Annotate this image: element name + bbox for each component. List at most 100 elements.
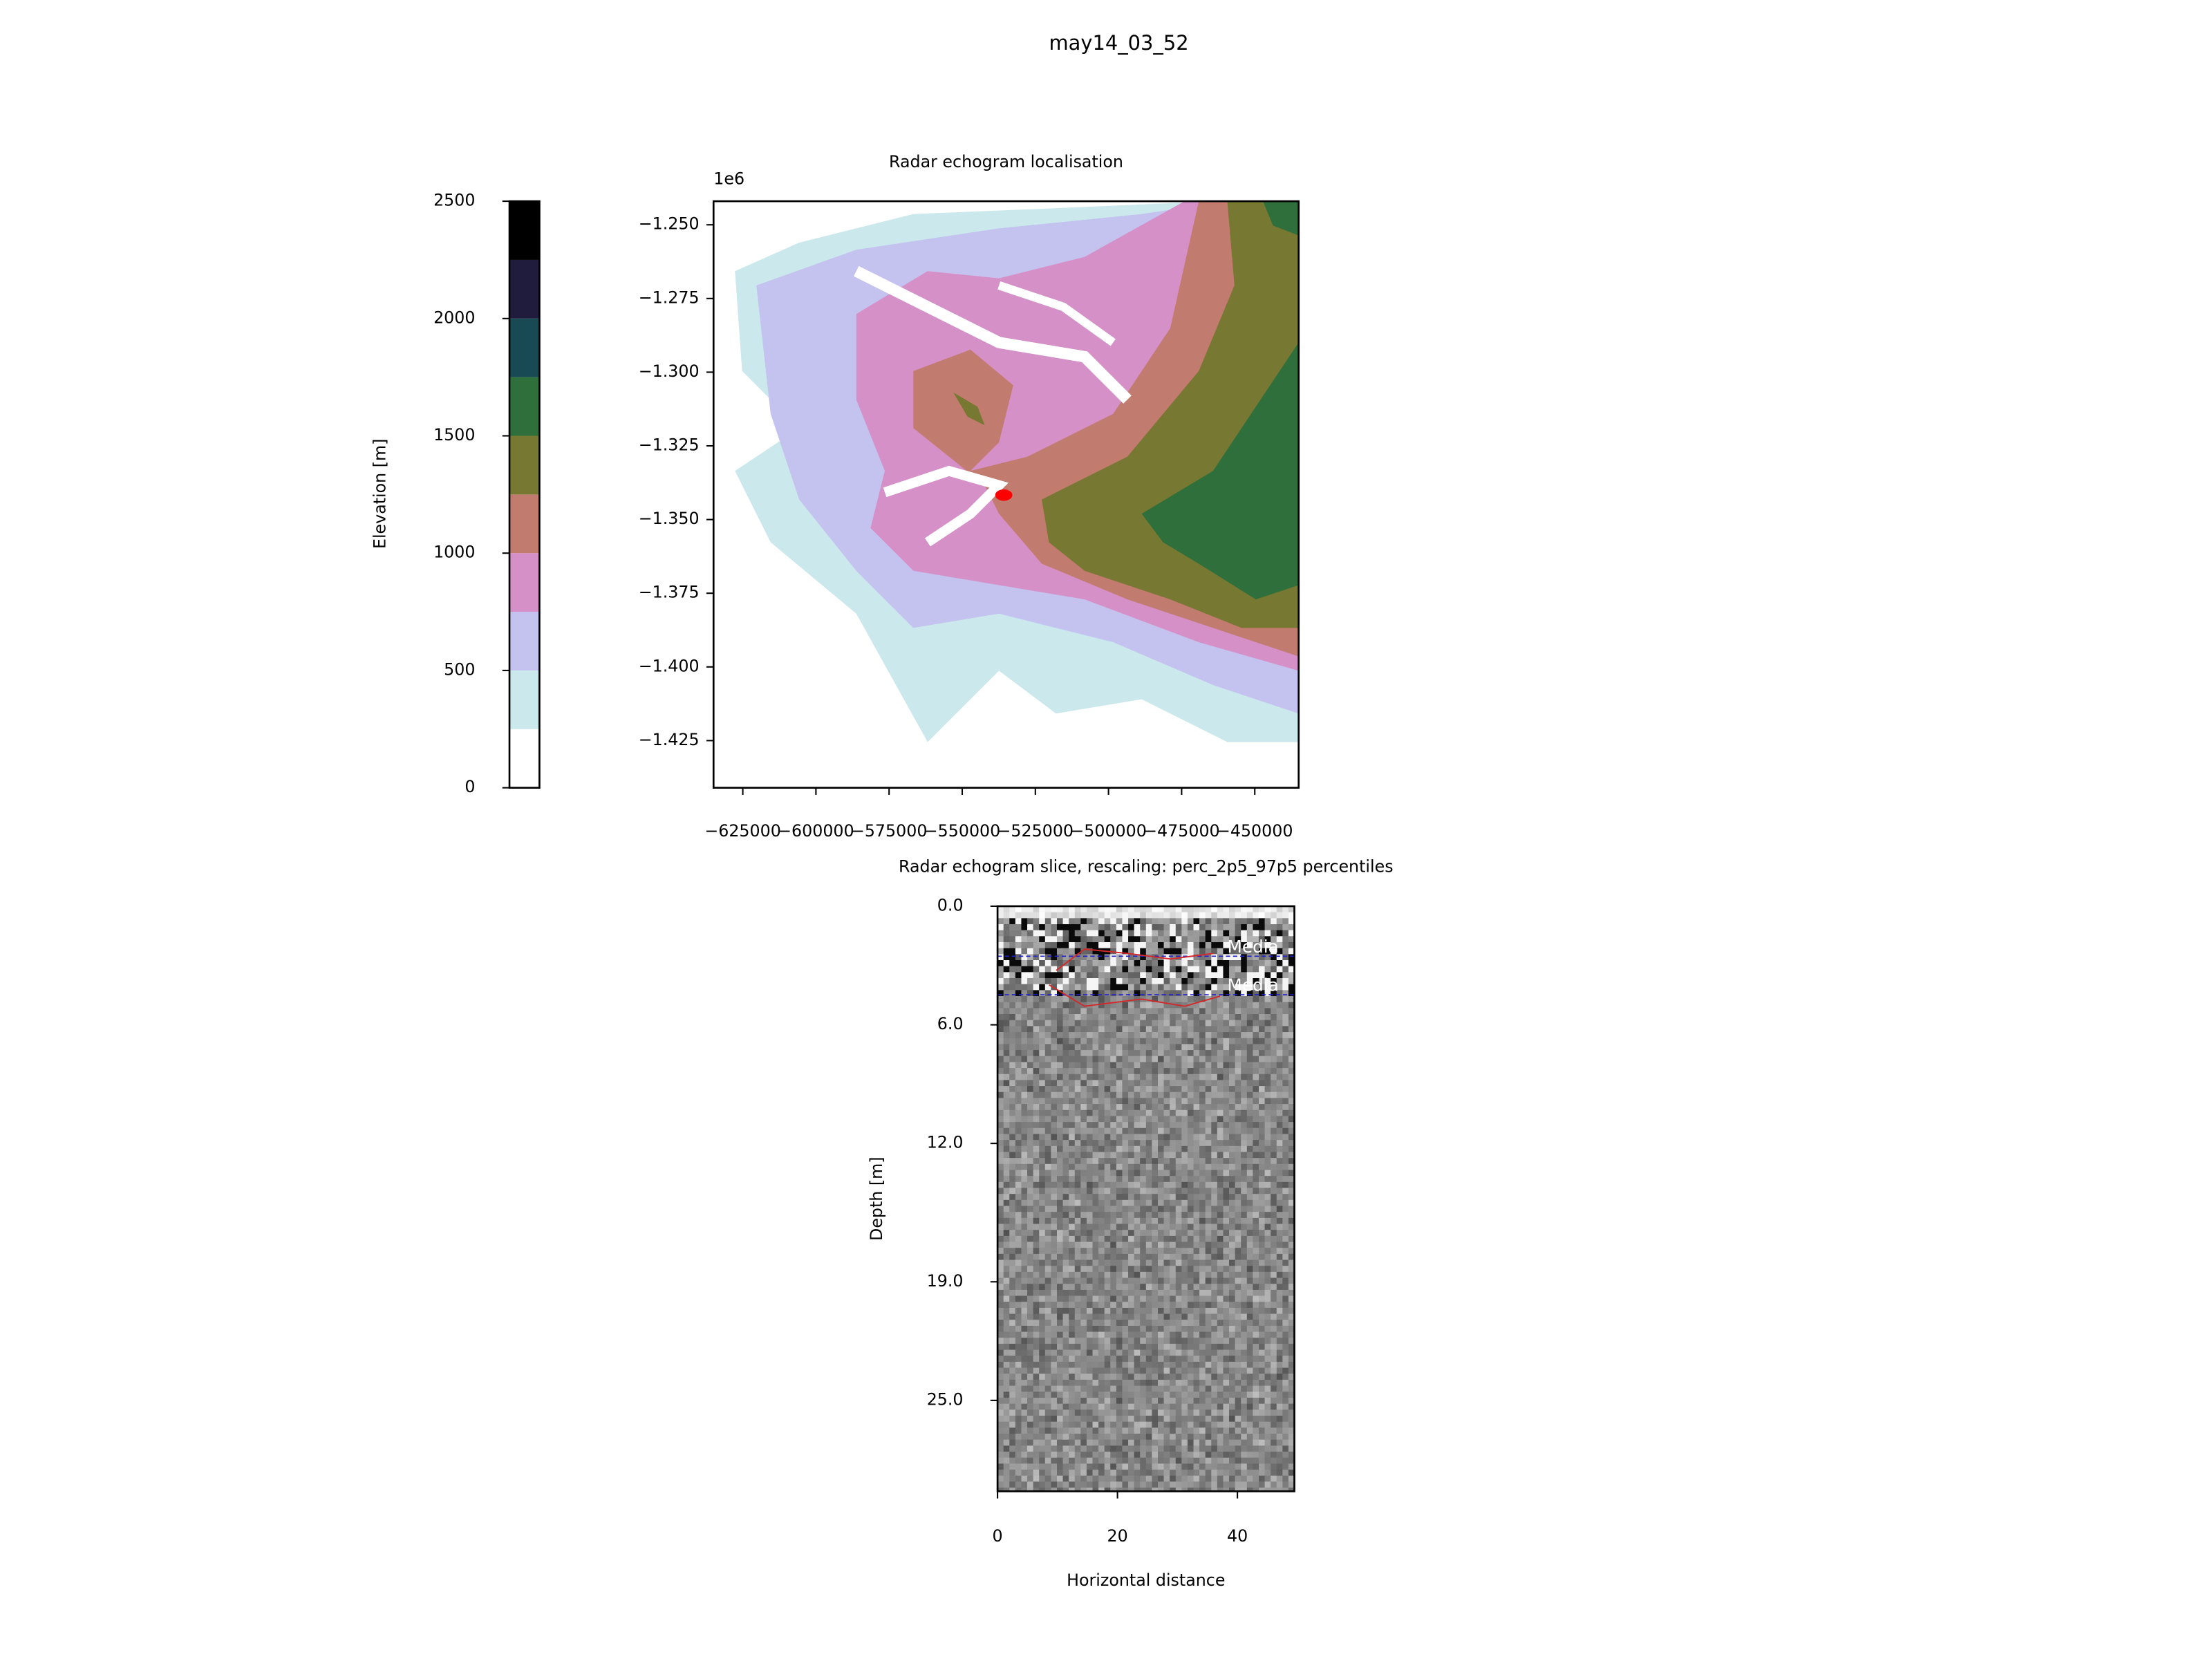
echogram-pixel — [1246, 978, 1254, 985]
echogram-pixel — [1246, 996, 1254, 1003]
echogram-pixel — [997, 1271, 1004, 1279]
echogram-pixel — [1044, 1325, 1052, 1333]
echogram-pixel — [1163, 918, 1170, 925]
echogram-pixel — [1235, 941, 1241, 949]
echogram-pixel — [1098, 1032, 1105, 1039]
echogram-pixel — [1033, 1020, 1040, 1027]
echogram-pixel — [1092, 1421, 1099, 1428]
echogram-pixel — [1122, 918, 1129, 925]
echogram-pixel — [1033, 1241, 1040, 1248]
echogram-pixel — [1128, 1313, 1135, 1320]
echogram-pixel — [1134, 1452, 1141, 1459]
echogram-pixel — [1276, 1439, 1283, 1446]
echogram-pixel — [1229, 1361, 1236, 1369]
echogram-pixel — [1009, 1271, 1016, 1279]
echogram-pixel — [1288, 1002, 1295, 1009]
echogram-pixel — [1152, 1356, 1159, 1362]
echogram-pixel — [1134, 1403, 1141, 1410]
echogram-pixel — [1276, 1122, 1283, 1129]
echogram-pixel — [1175, 1421, 1182, 1428]
echogram-pixel — [1211, 1452, 1218, 1459]
echogram-pixel — [1157, 1307, 1165, 1315]
echogram-pixel — [1021, 1481, 1028, 1488]
echogram-pixel — [1258, 941, 1266, 949]
echogram-pixel — [1229, 1277, 1236, 1284]
echogram-pixel — [1021, 1032, 1028, 1039]
echogram-pixel — [1145, 1056, 1153, 1063]
echogram-pixel — [1092, 1127, 1099, 1135]
echogram-pixel — [1235, 1134, 1241, 1141]
echogram-pixel — [1223, 948, 1230, 955]
echogram-pixel — [1009, 1427, 1016, 1434]
echogram-pixel — [1211, 1266, 1218, 1273]
echogram-pixel — [1051, 1044, 1058, 1051]
echogram-pixel — [1193, 1020, 1200, 1027]
echogram-pixel — [1193, 966, 1200, 973]
echogram-pixel — [1253, 1475, 1259, 1482]
echogram-pixel — [997, 1391, 1004, 1398]
echogram-pixel — [1027, 960, 1034, 967]
echogram-pixel — [1116, 1349, 1123, 1356]
echogram-pixel — [1205, 941, 1212, 949]
echogram-pixel — [1098, 1470, 1105, 1477]
echogram-pixel — [1009, 1313, 1016, 1320]
echogram-pixel — [1276, 1230, 1283, 1237]
echogram-pixel — [1175, 1379, 1182, 1387]
echogram-pixel — [1134, 1445, 1141, 1452]
echogram-pixel — [1163, 924, 1170, 931]
echogram-pixel — [1264, 1056, 1271, 1063]
echogram-pixel — [1199, 1122, 1206, 1129]
echogram-pixel — [1205, 1170, 1212, 1177]
echogram-pixel — [1080, 1235, 1087, 1243]
echogram-pixel — [1246, 1409, 1254, 1416]
echogram-pixel — [1098, 1463, 1105, 1470]
echogram-pixel — [1069, 1475, 1076, 1482]
echogram-pixel — [1175, 1374, 1182, 1380]
echogram-pixel — [1128, 1356, 1135, 1362]
echogram-pixel — [1276, 1145, 1283, 1153]
echogram-pixel — [1246, 906, 1254, 913]
echogram-pixel — [1264, 1152, 1271, 1159]
echogram-pixel — [1145, 1032, 1153, 1039]
echogram-pixel — [1145, 1421, 1153, 1428]
echogram-pixel — [1211, 1284, 1218, 1291]
echogram-pixel — [1021, 1271, 1028, 1279]
echogram-pixel — [1104, 1374, 1111, 1380]
echogram-pixel — [1044, 1188, 1052, 1194]
echogram-pixel — [1044, 1434, 1052, 1441]
echogram-pixel — [1009, 1098, 1016, 1105]
echogram-pixel — [1009, 1104, 1016, 1111]
echogram-pixel — [1253, 1295, 1259, 1302]
echogram-pixel — [1199, 1488, 1206, 1492]
echogram-pixel — [1140, 1356, 1147, 1362]
echogram-pixel — [1015, 978, 1022, 985]
echogram-pixel — [1009, 1086, 1016, 1093]
echogram-pixel — [1258, 1032, 1266, 1039]
echogram-pixel — [1116, 1271, 1123, 1279]
echogram-pixel — [1134, 1277, 1141, 1284]
echogram-pixel — [1062, 966, 1069, 973]
echogram-pixel — [1175, 1062, 1182, 1069]
echogram-pixel — [1193, 948, 1200, 955]
echogram-pixel — [1181, 1331, 1188, 1338]
echogram-pixel — [1110, 1409, 1117, 1416]
echogram-pixel — [1205, 984, 1212, 991]
echogram-pixel — [1246, 1158, 1254, 1165]
echogram-pixel — [1223, 1416, 1230, 1423]
echogram-pixel — [1033, 1206, 1040, 1212]
echogram-pixel — [1074, 1253, 1081, 1261]
echogram-pixel — [1134, 1044, 1141, 1051]
echogram-pixel — [1039, 1356, 1046, 1362]
echogram-pixel — [997, 1020, 1004, 1027]
echogram-pixel — [1069, 960, 1076, 967]
echogram-pixel — [1069, 1284, 1076, 1291]
echogram-pixel — [1134, 1002, 1141, 1009]
y-axis-label: Elevation [m] — [371, 439, 390, 549]
echogram-pixel — [1145, 960, 1153, 967]
echogram-pixel — [1056, 1230, 1064, 1237]
echogram-pixel — [1223, 1409, 1230, 1416]
echogram-pixel — [1051, 1145, 1058, 1153]
echogram-pixel — [1086, 1199, 1094, 1207]
echogram-pixel — [1229, 1445, 1236, 1452]
echogram-pixel — [1086, 954, 1094, 961]
